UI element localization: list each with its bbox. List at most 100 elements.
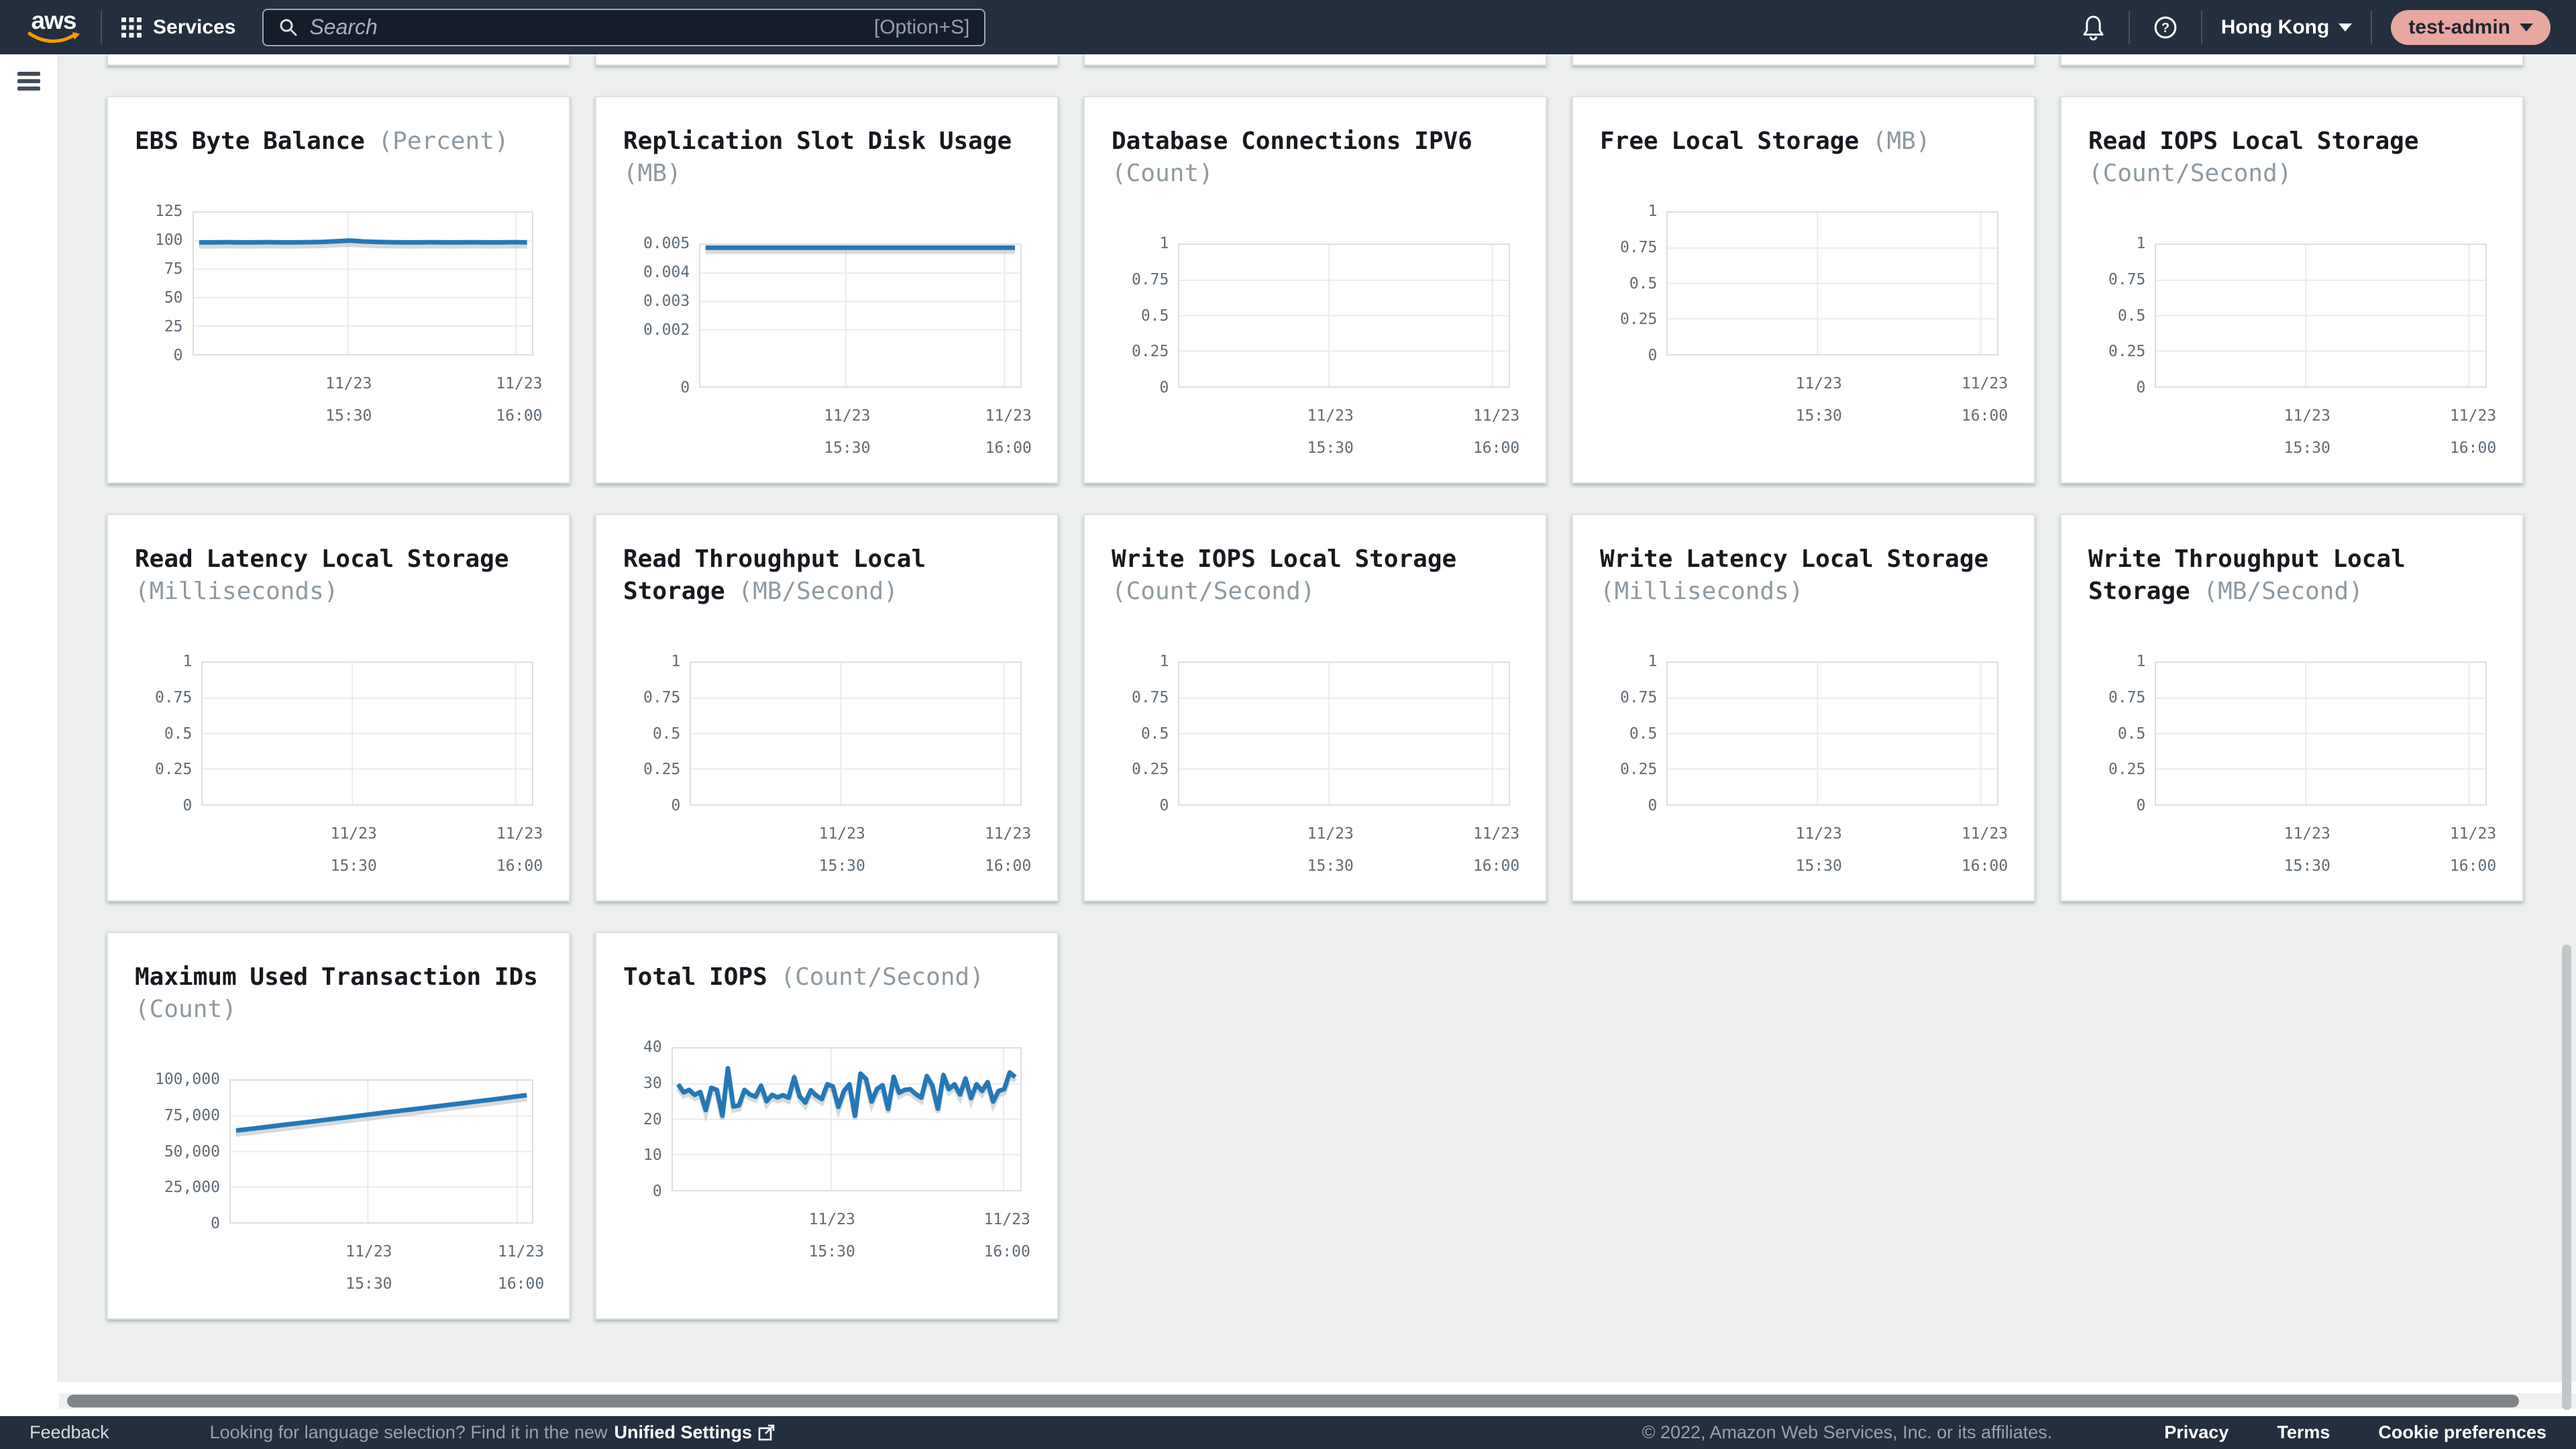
chart-unit-label: (Count/Second) [1112, 578, 1316, 605]
chart-unit-label: (Count) [135, 996, 237, 1023]
y-axis-tick-label: 0.75 [1131, 688, 1169, 706]
services-grid-icon [121, 17, 142, 38]
x-axis-tick-label: 11/23 16:00 [496, 825, 543, 875]
chart-plot[interactable]: 0 0.25 0.5 0.75 1 11/23 15:30 11/23 16:00 [1132, 653, 1519, 875]
language-hint-text: Looking for language selection? Find it … [209, 1422, 608, 1442]
y-axis-tick-label: 20 [643, 1110, 662, 1128]
y-axis-tick-label: 0.5 [2117, 307, 2146, 325]
help-button[interactable]: ? [2149, 15, 2182, 40]
chart-plot-area [229, 1079, 533, 1224]
y-axis-tick-label: 0 [1648, 797, 1658, 814]
chart-plot-area [2155, 661, 2487, 806]
chart-title-text: Free Local Storage [1600, 127, 1860, 155]
y-axis-tick-label: 0.5 [652, 724, 681, 743]
y-axis-tick-label: 0.75 [1619, 238, 1658, 256]
y-axis-tick-label: 100,000 [154, 1071, 220, 1088]
chart-unit-label: (MB) [623, 160, 682, 187]
metric-chart-card: Free Local Storage (MB) 0 0.25 0.5 0.75 1 11/… [1572, 96, 2035, 484]
feedback-link[interactable]: Feedback [30, 1422, 109, 1442]
chart-title-text: Total IOPS [623, 963, 767, 991]
y-axis-tick-label: 0.5 [2117, 724, 2146, 743]
chart-plot[interactable]: 0 0.25 0.5 0.75 1 11/23 15:30 11/23 16:00 [1620, 653, 2008, 875]
chart-plot[interactable]: 0 0.25 0.5 0.75 1 11/23 15:30 11/23 16:00 [2108, 235, 2496, 457]
privacy-link[interactable]: Privacy [2164, 1422, 2229, 1442]
metric-chart-card: EBS Byte Balance (Percent) 0 25 50 75 100 125… [107, 96, 570, 484]
chart-title-text: Write Latency Local Storage [1600, 545, 1989, 573]
y-axis-tick-label: 25 [164, 318, 183, 335]
chart-plot[interactable]: 0 0.25 0.5 0.75 1 11/23 15:30 11/23 16:00 [1132, 235, 1519, 457]
metric-chart-card: Read Throughput Local Storage (MB/Second… [595, 514, 1059, 902]
notifications-button[interactable] [2077, 14, 2110, 41]
chart-plot-area [1178, 661, 1510, 806]
terms-link[interactable]: Terms [2277, 1422, 2330, 1442]
chart-title-text: EBS Byte Balance [135, 127, 365, 155]
chart-plot-area [1178, 244, 1510, 388]
hamburger-menu-button[interactable] [17, 72, 40, 91]
chart-plot[interactable]: 0 10 20 30 40 11/23 15:30 11/23 16:00 [643, 1038, 1030, 1260]
chart-plot[interactable]: 0 0.25 0.5 0.75 1 11/23 15:30 11/23 16:00 [643, 653, 1031, 875]
y-axis-tick-label: 1 [1648, 203, 1658, 220]
metric-chart-card: Total IOPS (Count/Second) 0 10 20 30 40 11/23… [595, 932, 1059, 1320]
cookie-preferences-link[interactable]: Cookie preferences [2378, 1422, 2546, 1442]
y-axis-tick-label: 1 [2136, 235, 2146, 252]
x-axis-tick-label: 11/23 16:00 [984, 825, 1032, 875]
x-axis-tick-label: 11/23 16:00 [1961, 375, 2008, 425]
y-axis-tick-label: 1 [1648, 653, 1658, 670]
x-axis-tick-label: 11/23 16:00 [985, 407, 1032, 457]
unified-settings-link[interactable]: Unified Settings [614, 1422, 775, 1443]
copyright-text: © 2022, Amazon Web Services, Inc. or its… [1642, 1422, 2053, 1442]
services-menu-button[interactable]: Services [121, 16, 235, 39]
x-axis-tick-label: 11/23 16:00 [1472, 407, 1520, 457]
y-axis-tick-label: 0.75 [154, 688, 193, 706]
x-axis-tick-label: 11/23 16:00 [2449, 825, 2497, 875]
y-axis-tick-label: 0.75 [1131, 270, 1169, 288]
y-axis-tick-label: 0 [680, 379, 690, 396]
chart-unit-label: (Count/Second) [780, 963, 984, 991]
metric-chart-card: Read Latency Local Storage (Milliseconds… [107, 514, 570, 902]
y-axis-tick-label: 0.75 [643, 688, 681, 706]
y-axis-tick-label: 0 [173, 347, 183, 364]
chart-plot[interactable]: 0 0.25 0.5 0.75 1 11/23 15:30 11/23 16:00 [2108, 653, 2496, 875]
vertical-scrollbar-thumb[interactable] [2562, 945, 2571, 1410]
chart-title: Free Local Storage (MB) [1600, 125, 2007, 158]
help-icon: ? [2154, 16, 2177, 38]
dashboard-content: EBS Byte Balance (Percent) 0 25 50 75 100 125… [59, 54, 2576, 1382]
y-axis-tick-label: 1 [1159, 235, 1169, 252]
chart-plot[interactable]: 0 25,000 50,000 75,000 100,000 11/23 15:30 11/2… [155, 1071, 544, 1293]
metric-chart-card: Maximum Used Transaction IDs (Count) 0 25… [107, 932, 570, 1320]
x-axis-tick-label: 11/23 15:30 [2284, 825, 2330, 875]
chart-plot[interactable]: 0 25 50 75 100 125 11/23 15:30 11/23 16:00 [155, 203, 543, 425]
x-axis-tick-label: 11/23 16:00 [983, 1211, 1030, 1260]
chart-plot[interactable]: 0 0.25 0.5 0.75 1 11/23 15:30 11/23 16:00 [155, 653, 543, 875]
top-navigation-bar: aws Services [Option+S] [0, 0, 2576, 54]
previous-row-card-fragment [107, 54, 570, 66]
x-axis-tick-label: 11/23 15:30 [818, 825, 865, 875]
chart-unit-label: (Percent) [378, 127, 509, 155]
chevron-down-icon [2520, 23, 2533, 32]
horizontal-scrollbar-thumb[interactable] [67, 1395, 2519, 1407]
y-axis-tick-label: 125 [154, 203, 183, 220]
x-axis-tick-label: 11/23 16:00 [1961, 825, 2008, 875]
services-label: Services [153, 15, 236, 38]
y-axis-tick-label: 10 [643, 1146, 662, 1165]
metric-chart-card: Database Connections IPV6 (Count) 0 0.25 0… [1083, 96, 1547, 484]
y-axis-tick-label: 0.5 [1140, 724, 1169, 743]
chart-plot[interactable]: 0 0.25 0.5 0.75 1 11/23 15:30 11/23 16:00 [1620, 203, 2008, 425]
previous-row-card-fragment [1572, 54, 2035, 66]
account-menu[interactable]: test-admin [2391, 9, 2551, 45]
metric-chart-card: Write Throughput Local Storage (MB/Secon… [2060, 514, 2524, 902]
chart-title: Replication Slot Disk Usage (MB) [623, 125, 1030, 190]
search-input[interactable] [309, 15, 863, 40]
chart-plot[interactable]: 0 0.002 0.003 0.004 0.005 11/23 15:30 11/23 16:0… [643, 235, 1032, 457]
y-axis-tick-label: 0.75 [2108, 270, 2146, 288]
chart-plot-area [690, 661, 1022, 806]
region-selector[interactable]: Hong Kong [2221, 16, 2353, 39]
x-axis-tick-label: 11/23 16:00 [496, 375, 543, 425]
y-axis-tick-label: 0.25 [643, 761, 681, 779]
search-box[interactable]: [Option+S] [262, 8, 986, 46]
x-axis-tick-label: 11/23 15:30 [1307, 825, 1354, 875]
chart-title-text: Write Throughput Local Storage [2088, 545, 2406, 605]
account-name: test-admin [2408, 15, 2510, 38]
aws-logo[interactable]: aws [25, 8, 82, 45]
chart-unit-label: (Count) [1112, 160, 1214, 187]
